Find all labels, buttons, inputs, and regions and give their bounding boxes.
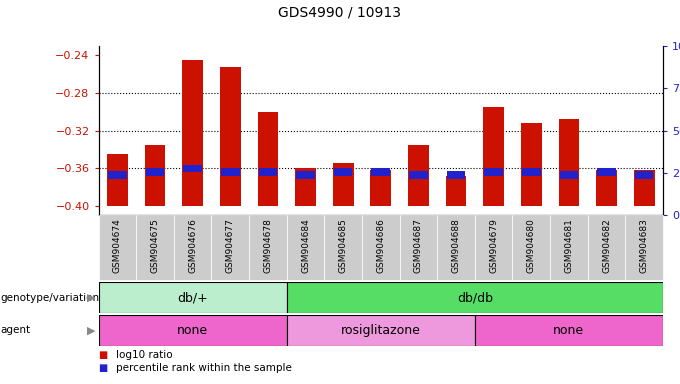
Bar (107, 154, 128, 206)
Text: none: none (177, 324, 208, 337)
Bar (437, 215, 475, 280)
Bar (184, 165, 202, 172)
Bar (626, 215, 663, 280)
Bar (334, 168, 352, 175)
Bar (445, 175, 466, 206)
Text: GSM904685: GSM904685 (339, 218, 347, 273)
Bar (409, 172, 428, 179)
Bar (287, 215, 324, 280)
Text: GSM904679: GSM904679 (489, 218, 498, 273)
Text: GSM904686: GSM904686 (376, 218, 386, 273)
Bar (513, 215, 550, 280)
Bar (522, 168, 541, 175)
Bar (182, 60, 203, 206)
Bar (588, 215, 626, 280)
Bar (99, 315, 287, 346)
Bar (221, 168, 239, 175)
Bar (447, 172, 465, 179)
Bar (296, 172, 315, 179)
Text: genotype/variation: genotype/variation (1, 293, 100, 303)
Text: GSM904674: GSM904674 (113, 218, 122, 273)
Bar (220, 67, 241, 206)
Bar (596, 170, 617, 206)
Bar (483, 107, 504, 206)
Bar (295, 168, 316, 206)
Text: percentile rank within the sample: percentile rank within the sample (116, 363, 292, 373)
Bar (258, 112, 278, 206)
Text: GSM904683: GSM904683 (640, 218, 649, 273)
Bar (324, 215, 362, 280)
Bar (475, 215, 513, 280)
Text: ■: ■ (99, 350, 108, 360)
Bar (99, 215, 136, 280)
Text: GSM904678: GSM904678 (263, 218, 273, 273)
Bar (597, 168, 616, 175)
Text: db/+: db/+ (177, 291, 208, 304)
Bar (136, 215, 174, 280)
Text: GSM904687: GSM904687 (414, 218, 423, 273)
Bar (145, 145, 165, 206)
Bar (108, 172, 126, 179)
Bar (146, 168, 165, 175)
Text: ■: ■ (99, 363, 108, 373)
Bar (174, 215, 211, 280)
Bar (408, 145, 429, 206)
Bar (287, 282, 663, 313)
Text: log10 ratio: log10 ratio (116, 350, 172, 360)
Bar (287, 315, 475, 346)
Text: GSM904676: GSM904676 (188, 218, 197, 273)
Bar (521, 123, 542, 206)
Text: GSM904681: GSM904681 (564, 218, 573, 273)
Bar (550, 215, 588, 280)
Text: ▶: ▶ (86, 293, 95, 303)
Text: GSM904684: GSM904684 (301, 218, 310, 273)
Text: none: none (554, 324, 585, 337)
Text: GSM904682: GSM904682 (602, 218, 611, 273)
Bar (475, 315, 663, 346)
Bar (211, 215, 249, 280)
Bar (400, 215, 437, 280)
Text: ▶: ▶ (86, 325, 95, 335)
Text: GSM904675: GSM904675 (150, 218, 160, 273)
Text: GSM904688: GSM904688 (452, 218, 460, 273)
Bar (333, 164, 354, 206)
Bar (249, 215, 287, 280)
Text: GSM904677: GSM904677 (226, 218, 235, 273)
Bar (371, 168, 390, 175)
Bar (634, 170, 655, 206)
Bar (558, 119, 579, 206)
Bar (258, 168, 277, 175)
Bar (371, 170, 391, 206)
Bar (560, 172, 578, 179)
Bar (362, 215, 400, 280)
Text: rosiglitazone: rosiglitazone (341, 324, 421, 337)
Text: agent: agent (1, 325, 31, 335)
Text: db/db: db/db (457, 291, 493, 304)
Text: GDS4990 / 10913: GDS4990 / 10913 (279, 6, 401, 20)
Bar (484, 168, 503, 175)
Bar (99, 282, 287, 313)
Text: GSM904680: GSM904680 (527, 218, 536, 273)
Bar (635, 172, 653, 179)
